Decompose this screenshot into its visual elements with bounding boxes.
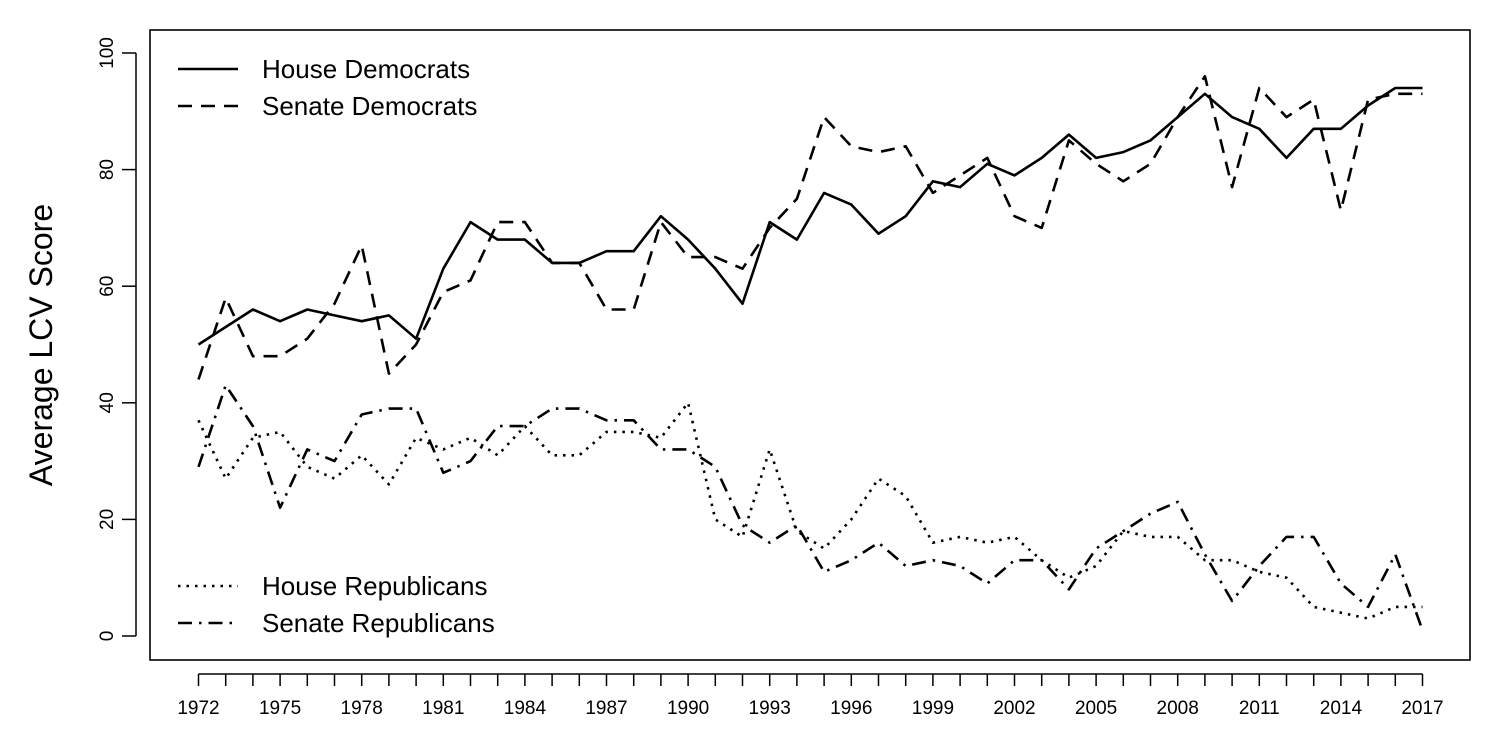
x-tick-label: 1981 <box>422 698 464 719</box>
plot-frame <box>149 29 1471 661</box>
x-tick-label: 2002 <box>993 698 1035 719</box>
legend-label: Senate Democrats <box>262 91 477 121</box>
x-tick-label: 1984 <box>504 698 547 719</box>
x-tick-label: 2005 <box>1075 698 1117 719</box>
y-tick-label: 40 <box>97 392 118 413</box>
x-tick-label: 2011 <box>1239 698 1280 719</box>
x-tick-label: 1975 <box>259 698 301 719</box>
x-tick-label: 1972 <box>177 698 219 719</box>
legend-label: House Democrats <box>262 54 470 84</box>
series-line-senate-republicans <box>197 383 1424 631</box>
y-tick-label: 100 <box>97 37 118 69</box>
y-tick-label: 60 <box>97 276 118 297</box>
x-tick-label: 2014 <box>1320 698 1363 719</box>
legend-label: House Republicans <box>262 571 487 601</box>
y-axis-title: Average LCV Score <box>23 204 59 486</box>
y-tick-label: 0 <box>97 631 118 642</box>
x-tick-label: 1996 <box>830 698 872 719</box>
x-tick-label: 1999 <box>912 698 954 719</box>
x-tick-label: 1987 <box>585 698 627 719</box>
x-tick-label: 2008 <box>1157 698 1199 719</box>
y-axis: 0 20 40 60 80 100 <box>97 37 137 642</box>
x-axis: 1972 1975 1978 1981 1984 1987 1990 1993 1996 1999… <box>177 673 1444 719</box>
x-tick-label: 1993 <box>749 698 791 719</box>
series-line-house-democrats <box>197 86 1423 346</box>
x-tick-label: 1990 <box>667 698 709 719</box>
legends: House Democrats Senate Democrats House Rep… <box>178 54 495 638</box>
x-tick-label: 2017 <box>1401 698 1443 719</box>
series-line-senate-democrats <box>197 75 1423 380</box>
legend-label: Senate Republicans <box>262 608 495 638</box>
legend-top-left: House Democrats Senate Democrats <box>178 54 477 121</box>
legend-bottom-left: House Republicans Senate Republicans <box>178 571 495 638</box>
y-tick-label: 80 <box>97 159 118 180</box>
series-layer <box>197 75 1424 631</box>
y-tick-label: 20 <box>97 509 118 530</box>
x-tick-label: 1978 <box>341 698 383 719</box>
